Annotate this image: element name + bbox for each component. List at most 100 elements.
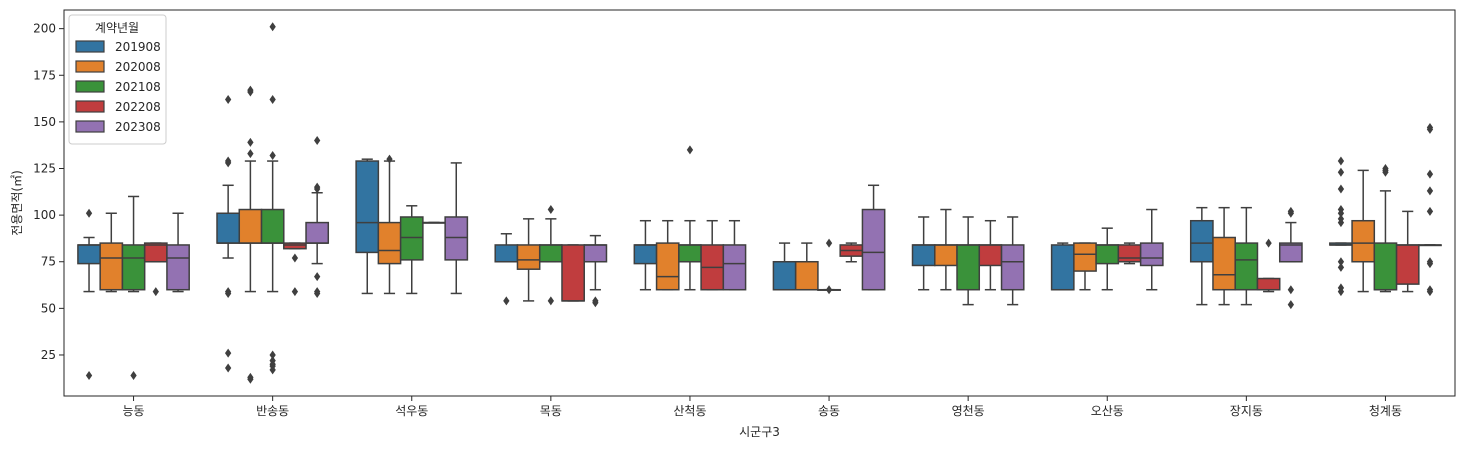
box-body	[1351, 219, 1376, 263]
box-201908-9	[1329, 156, 1353, 297]
outlier-point	[592, 298, 599, 308]
legend-entry-label: 201908	[115, 40, 161, 54]
outlier-point	[1426, 287, 1434, 297]
box-body	[283, 242, 307, 250]
outlier-point	[314, 288, 321, 298]
box-body	[1050, 244, 1075, 291]
legend-swatch	[75, 60, 105, 73]
box-body	[1395, 244, 1420, 285]
y-axis-label: 전용면적(㎡)	[10, 170, 24, 236]
y-tick-label: 100	[33, 208, 56, 222]
box-201908-5	[772, 242, 797, 291]
box-202008-7	[1073, 242, 1097, 291]
box-201908-8	[1189, 206, 1214, 306]
box-body	[861, 208, 886, 291]
box-body	[538, 244, 563, 263]
box-body	[1373, 242, 1398, 291]
outlier-point	[291, 287, 299, 297]
outlier-point	[1287, 300, 1295, 310]
x-tick-label: 산척동	[673, 404, 706, 418]
box-body	[911, 244, 936, 267]
outlier-point	[269, 150, 276, 160]
outlier-point	[247, 137, 254, 147]
box-body	[655, 242, 680, 291]
box-body	[956, 244, 981, 291]
box-body	[678, 244, 702, 263]
y-tick-label: 150	[33, 115, 56, 129]
box-body	[121, 244, 146, 291]
box-body	[166, 244, 190, 291]
box-body	[722, 244, 747, 291]
outlier-point	[1426, 169, 1434, 179]
outlier-point	[1337, 184, 1345, 194]
box-body	[399, 216, 424, 261]
x-tick-label: 장지동	[1230, 404, 1263, 418]
box-body	[216, 212, 241, 244]
box-202008-0	[99, 212, 124, 293]
box-202108-6	[956, 216, 981, 306]
legend-entry-label: 202008	[115, 60, 161, 74]
outlier-point	[1337, 287, 1345, 297]
box-202208-6	[978, 219, 1003, 291]
box-body	[1234, 242, 1259, 291]
box-body	[444, 216, 469, 261]
box-202308-8	[1278, 206, 1303, 310]
y-tick-label: 125	[33, 162, 56, 176]
outlier-point	[1426, 206, 1434, 216]
box-202208-3	[561, 244, 585, 302]
outlier-point	[1337, 156, 1345, 166]
outlier-point	[1382, 167, 1389, 177]
box-202308-2	[444, 162, 469, 295]
x-tick-label: 송동	[818, 404, 840, 418]
outlier-point	[1337, 262, 1345, 272]
box-body	[1256, 277, 1281, 291]
outlier-point	[224, 158, 232, 168]
x-tick-label: 영천동	[952, 403, 985, 418]
outlier-point	[686, 145, 694, 155]
plot-area	[77, 22, 1442, 384]
box-202308-7	[1139, 208, 1164, 291]
legend-title: 계약년월	[95, 20, 139, 35]
outlier-point	[224, 288, 232, 298]
box-201908-1	[216, 95, 241, 373]
outlier-point	[314, 272, 321, 282]
outlier-point	[547, 205, 554, 215]
box-202108-0	[121, 195, 146, 380]
x-tick-label: 석우동	[395, 404, 428, 418]
legend-swatch	[75, 80, 105, 93]
legend-entry-label: 202208	[115, 100, 161, 114]
box-body	[99, 242, 124, 291]
box-202008-9	[1351, 169, 1376, 293]
outlier-point	[224, 348, 232, 358]
outlier-point	[1287, 285, 1295, 295]
box-202008-4	[655, 219, 680, 291]
box-202008-2	[377, 154, 402, 295]
box-202008-6	[934, 208, 958, 291]
box-201908-3	[494, 233, 519, 306]
outlier-point	[1337, 257, 1345, 267]
outlier-point	[152, 287, 159, 297]
outlier-point	[269, 95, 276, 105]
box-202008-5	[794, 242, 819, 291]
box-body	[934, 244, 958, 267]
legend-entry-label: 202308	[115, 120, 161, 134]
box-body	[1117, 244, 1142, 263]
outlier-point	[1337, 208, 1345, 218]
outlier-point	[224, 95, 232, 105]
x-tick-label: 청계동	[1369, 404, 1402, 418]
plot-frame	[63, 9, 1456, 397]
outlier-point	[247, 149, 254, 159]
box-body	[978, 244, 1003, 267]
outlier-point	[130, 370, 137, 380]
outlier-point	[1337, 218, 1345, 228]
outlier-point	[224, 363, 232, 373]
outlier-point	[291, 253, 299, 263]
box-202008-1	[238, 85, 263, 384]
outlier-point	[1426, 186, 1434, 196]
box-202208-0	[143, 242, 168, 297]
outlier-point	[314, 184, 321, 194]
box-202208-8	[1256, 238, 1281, 293]
x-tick-label: 목동	[540, 404, 562, 418]
